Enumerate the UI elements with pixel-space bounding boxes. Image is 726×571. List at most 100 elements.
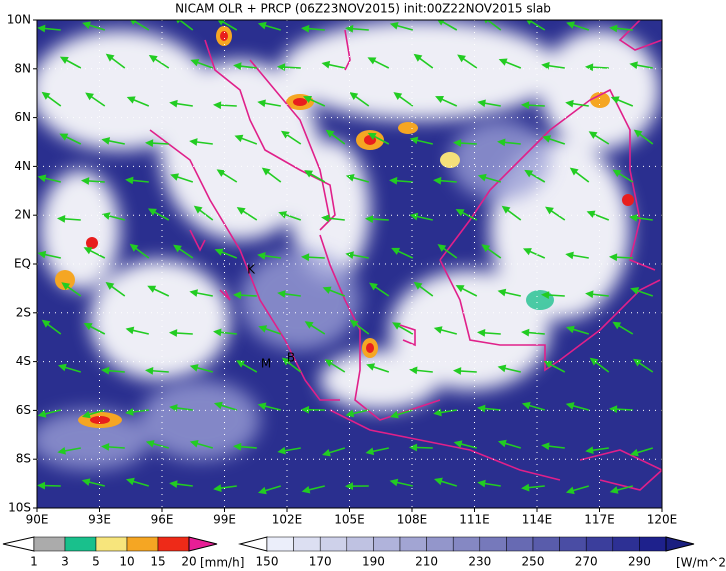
wind-arrowhead <box>389 176 398 185</box>
wind-arrowhead <box>105 53 115 62</box>
wind-arrowhead <box>276 63 286 71</box>
lon-label: 117E <box>584 513 615 527</box>
legend-swatch <box>452 536 481 552</box>
wind-arrowhead <box>325 129 335 138</box>
wind-arrowhead <box>437 20 445 26</box>
wind-arrowhead <box>629 214 638 222</box>
wind-arrowhead <box>125 176 134 185</box>
wind-arrowhead <box>322 286 332 294</box>
legend-swatch <box>126 536 159 552</box>
wind-arrowhead <box>173 244 182 253</box>
wind-arrowhead <box>212 101 222 110</box>
legend-tick: 290 <box>628 555 651 569</box>
wind-arrowhead <box>585 290 594 299</box>
wind-arrowhead <box>257 21 267 30</box>
wind-arrowhead <box>345 251 354 259</box>
wind-arrowhead <box>413 281 423 290</box>
wind-arrowhead <box>83 247 93 255</box>
wind-arrowhead <box>542 135 552 143</box>
wind-arrowhead <box>214 248 224 256</box>
legend-swatch <box>585 536 614 552</box>
wind-arrowhead <box>189 439 199 448</box>
wind-arrowhead <box>278 211 288 219</box>
legend-swatch <box>266 536 294 552</box>
wind-arrowhead <box>389 410 399 419</box>
legend-tick: 270 <box>575 555 598 569</box>
lat-label: 4N <box>14 159 31 173</box>
legend-tick: 10 <box>119 555 134 569</box>
wind-arrowhead <box>233 442 242 451</box>
lon-label: 105E <box>334 513 365 527</box>
graticule <box>37 20 662 508</box>
wind-arrowhead <box>477 479 486 488</box>
legend-swatch <box>95 536 128 552</box>
wind-arrowhead <box>501 205 511 214</box>
wind-arrowhead <box>37 410 47 418</box>
place-label: M <box>261 357 271 371</box>
legend-end <box>238 536 268 552</box>
wind-arrowhead <box>232 291 242 300</box>
legend-tick: 230 <box>468 555 491 569</box>
wind-arrowhead <box>233 62 242 71</box>
lon-label: 120E <box>647 513 678 527</box>
wind-arrowhead <box>217 20 225 26</box>
wind-arrowhead <box>41 319 51 328</box>
wind-arrowhead <box>629 448 639 457</box>
lat-label: 8N <box>14 61 31 75</box>
wind-arrowhead <box>633 129 643 138</box>
wind-arrowhead <box>321 60 331 69</box>
legend-swatch <box>319 536 348 552</box>
wind-arrowhead <box>37 24 46 33</box>
wind-arrowhead <box>565 486 575 495</box>
wind-arrowhead <box>566 21 575 29</box>
wind-arrowhead <box>484 20 489 24</box>
map-title: NICAM OLR + PRCP (06Z23NOV2015) init:00Z… <box>175 2 551 16</box>
wind-arrowhead <box>630 287 640 295</box>
wind-arrowhead <box>455 209 465 217</box>
wind-arrowhead <box>608 253 618 262</box>
wind-arrowhead <box>301 24 310 33</box>
wind-arrowhead <box>57 447 66 455</box>
wind-arrowhead <box>213 328 222 337</box>
lat-label: 10N <box>7 13 31 27</box>
wind-arrowhead <box>257 402 267 410</box>
wind-arrowhead <box>169 404 178 412</box>
wind-arrowhead <box>59 133 69 141</box>
legend-unit: [W/m^2] <box>676 556 726 570</box>
wind-arrowhead <box>609 486 619 494</box>
wind-arrowhead <box>349 319 359 328</box>
wind-arrowhead <box>409 136 419 145</box>
legend-swatch <box>532 536 560 552</box>
wind-arrowhead <box>213 484 222 492</box>
wind-vectors <box>37 20 654 495</box>
legend-swatch <box>559 536 587 552</box>
wind-arrowhead <box>281 357 291 366</box>
wind-arrowhead <box>364 215 374 223</box>
legend-tick: 190 <box>362 555 385 569</box>
wind-arrowhead <box>41 91 51 100</box>
wind-arrowhead <box>322 448 331 457</box>
legend-tick: 150 <box>256 555 279 569</box>
legend-swatch <box>639 536 667 552</box>
wind-arrowhead <box>345 24 354 33</box>
place-label: K <box>247 263 256 277</box>
wind-arrowhead <box>369 282 378 291</box>
wind-arrowhead <box>57 215 66 223</box>
wind-arrowhead <box>588 131 598 139</box>
wind-arrowhead <box>477 404 486 413</box>
wind-arrowhead <box>526 20 533 25</box>
wind-arrowhead <box>126 96 136 104</box>
wind-arrowhead <box>477 173 487 182</box>
wind-arrowhead <box>365 447 375 456</box>
wind-arrowhead <box>521 483 530 492</box>
wind-arrowhead <box>37 174 47 183</box>
wind-arrowhead <box>257 486 267 495</box>
legend-swatch <box>479 536 507 552</box>
wind-arrowhead <box>349 92 359 100</box>
wind-arrowhead <box>101 137 111 145</box>
legend-tick: 250 <box>522 555 545 569</box>
wind-arrowhead <box>129 243 139 252</box>
wind-arrowhead <box>344 482 354 491</box>
wind-arrowhead <box>304 321 314 329</box>
lat-label: 10S <box>8 501 31 515</box>
